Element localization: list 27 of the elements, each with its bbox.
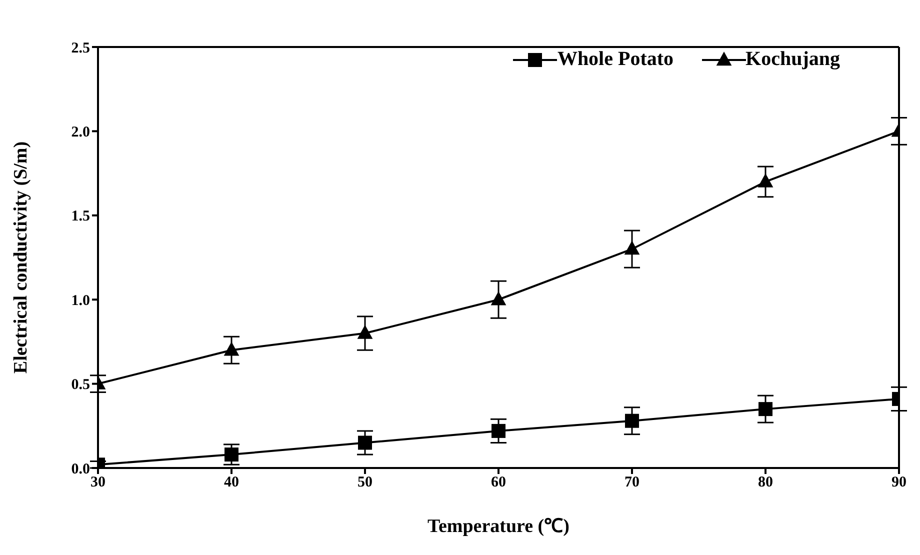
x-tick-label: 60 <box>491 474 506 491</box>
y-tick-label: 0.0 <box>71 461 90 478</box>
point <box>625 414 639 428</box>
y-tick-label: 1.5 <box>71 208 90 225</box>
y-tick-label: 2.0 <box>71 124 90 141</box>
legend-label: Whole Potato <box>557 48 674 71</box>
x-tick-label: 40 <box>224 474 239 491</box>
x-tick-label: 80 <box>758 474 773 491</box>
point <box>224 342 240 356</box>
point <box>624 240 640 255</box>
y-tick-label: 2.5 <box>71 40 90 56</box>
y-tick-label: 1.0 <box>71 292 90 309</box>
x-tick-label: 50 <box>358 474 372 491</box>
y-tick-label: 0.5 <box>71 377 90 394</box>
x-tick-label: 70 <box>624 474 640 491</box>
point <box>490 291 506 306</box>
point <box>758 173 774 188</box>
legend-label: Kochujang <box>746 48 840 71</box>
point <box>224 448 238 462</box>
point <box>492 424 506 438</box>
point <box>358 436 372 450</box>
point <box>758 402 772 416</box>
x-tick-label: 90 <box>892 474 906 491</box>
point <box>357 324 373 339</box>
y-axis-title: Electrical conductivity (S/m) <box>10 141 32 374</box>
x-tick-label: 30 <box>90 474 106 491</box>
x-axis-title: Temperature (℃) <box>428 516 570 537</box>
